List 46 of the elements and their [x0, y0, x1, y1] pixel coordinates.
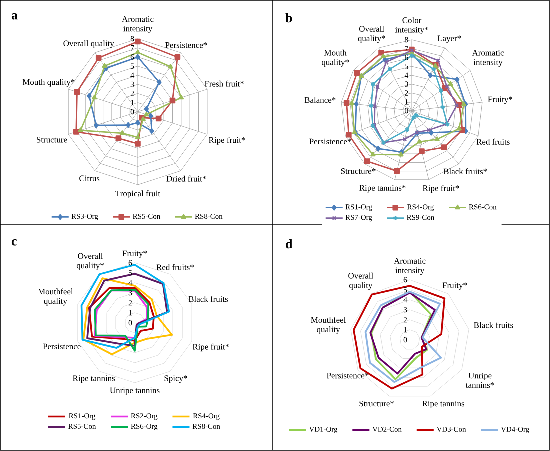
spoke-label: Black fruits [474, 322, 514, 328]
spoke-label: Fruity* [122, 250, 148, 258]
spoke-label: Fruity* [442, 282, 468, 290]
spoke-label: Layer* [438, 36, 462, 44]
spoke-label: Structure* [341, 168, 376, 174]
spoke-label: Aromatic intensity [472, 50, 504, 68]
spoke-label: Mouth quality* [22, 79, 75, 87]
spoke-label: Overall quality [348, 272, 374, 290]
spoke-label: Aromatic intensity [394, 258, 426, 276]
spoke-label: Ripe tannins [422, 400, 465, 408]
spoke-label: Structure* [360, 400, 394, 407]
spoke-label: Structure [37, 137, 68, 143]
spoke-label: Unripe tannins [110, 388, 160, 396]
chart-title: d [286, 240, 293, 249]
chart-title: b [286, 14, 292, 23]
spoke-label: Citrus [80, 176, 100, 182]
spoke-label: Red fruits* [156, 264, 194, 270]
spoke-label: Tropical fruit [116, 190, 160, 198]
chart-title: a [12, 14, 18, 20]
spoke-label: Persistence* [310, 138, 352, 145]
spoke-label: Overall quality* [76, 253, 104, 270]
chart-title: c [12, 240, 17, 246]
spoke-label: Spicy* [164, 376, 188, 384]
spoke-label: Mouthfeel quality [38, 288, 74, 306]
spoke-label: Balance* [304, 97, 336, 104]
spoke-label: Mouthfeel quality [311, 316, 346, 334]
spoke-label: Dried fruit* [166, 176, 206, 182]
spoke-label: Ripe fruit* [192, 344, 230, 352]
spoke-label: Fruity* [488, 96, 512, 104]
spoke-label: Persistence* [327, 372, 369, 379]
spoke-label: Ripe fruit* [209, 137, 246, 145]
spoke-label: Aromatic intensity [122, 16, 154, 34]
spoke-label: Black fruits* [444, 168, 488, 175]
spoke-label: Fresh fruit* [204, 80, 244, 87]
spoke-label: Ripe fruit* [422, 185, 460, 194]
spoke-label: Mouth quality* [322, 50, 350, 68]
spoke-label: Persistence* [166, 42, 208, 48]
spoke-label: Ripe tannins* [360, 185, 406, 193]
spoke-label: Overall quality [64, 40, 114, 48]
spoke-label: Black fruits [188, 296, 228, 302]
spoke-label: Color intensity* [395, 17, 428, 35]
spoke-label: Persistence [43, 344, 81, 350]
spoke-label: Unripe tannins* [466, 372, 494, 388]
spoke-label: Red fruits [476, 138, 510, 145]
spoke-label: Ripe tannins [73, 376, 116, 384]
spoke-label: Overall quality* [358, 26, 386, 44]
